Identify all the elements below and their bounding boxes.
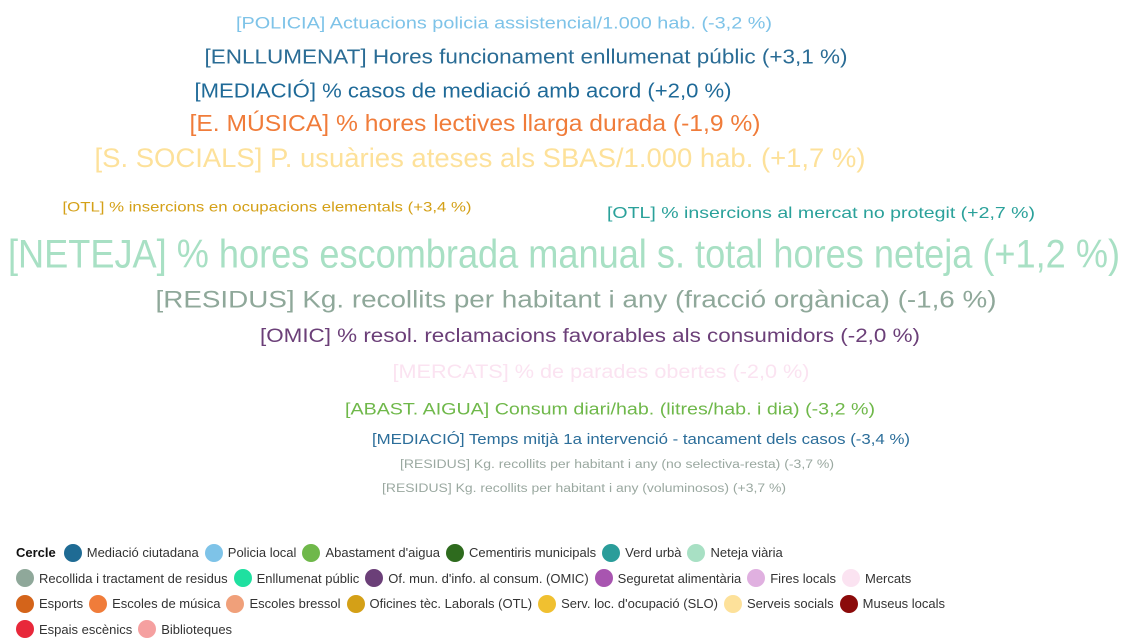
- legend-row: Espais escènics Biblioteques: [16, 617, 1116, 642]
- word: [MEDIACIÓ] % casos de mediació amb acord…: [195, 79, 732, 102]
- legend-swatch: [840, 595, 858, 613]
- legend-label: Museus locals: [863, 596, 945, 611]
- legend-label: Verd urbà: [625, 545, 681, 560]
- legend-label: Serveis socials: [747, 596, 834, 611]
- legend-swatch: [347, 595, 365, 613]
- legend-swatch: [747, 569, 765, 587]
- legend-label: Seguretat alimentària: [618, 571, 742, 586]
- word: [NETEJA] % hores escombrada manual s. to…: [8, 233, 1120, 277]
- word: [ABAST. AIGUA] Consum diari/hab. (litres…: [345, 399, 875, 418]
- legend-label: Oficines tèc. Laborals (OTL): [370, 596, 533, 611]
- legend-item: Esports: [16, 595, 83, 613]
- legend-label: Of. mun. d'info. al consum. (OMIC): [388, 571, 588, 586]
- word: [OMIC] % resol. reclamacions favorables …: [260, 326, 920, 347]
- legend-swatch: [602, 544, 620, 562]
- legend-label: Enllumenat públic: [257, 571, 360, 586]
- legend-swatch: [446, 544, 464, 562]
- word: [MEDIACIÓ] Temps mitjà 1a intervenció - …: [372, 431, 910, 448]
- legend-label: Policia local: [228, 545, 297, 560]
- legend-item: Recollida i tractament de residus: [16, 569, 228, 587]
- legend-swatch: [16, 595, 34, 613]
- legend-title: Cercle: [16, 545, 56, 560]
- word: [RESIDUS] Kg. recollits per habitant i a…: [400, 459, 834, 471]
- word: [POLICIA] Actuacions policia assistencia…: [236, 13, 772, 32]
- legend-item: Of. mun. d'info. al consum. (OMIC): [365, 569, 588, 587]
- legend-item: Escoles de música: [89, 595, 220, 613]
- legend-item: Verd urbà: [602, 544, 681, 562]
- legend-swatch: [538, 595, 556, 613]
- legend-item: Policia local: [205, 544, 297, 562]
- word: [MERCATS] % de parades obertes (-2,0 %): [393, 362, 810, 383]
- word: [ENLLUMENAT] Hores funcionament enllumen…: [205, 46, 848, 68]
- word: [E. MÚSICA] % hores lectives llarga dura…: [190, 110, 761, 136]
- legend-swatch: [16, 569, 34, 587]
- legend-swatch: [302, 544, 320, 562]
- legend-swatch: [138, 620, 156, 638]
- legend-label: Escoles bressol: [249, 596, 340, 611]
- legend-swatch: [89, 595, 107, 613]
- legend-label: Serv. loc. d'ocupació (SLO): [561, 596, 718, 611]
- legend-label: Cementiris municipals: [469, 545, 596, 560]
- legend-row: Recollida i tractament de residus Enllume…: [16, 566, 1116, 592]
- legend-swatch: [64, 544, 82, 562]
- legend-label: Escoles de música: [112, 596, 220, 611]
- legend-row: Cercle Mediació ciutadana Policia local Aba…: [16, 540, 1116, 566]
- legend-item: Enllumenat públic: [234, 569, 360, 587]
- legend-item: Seguretat alimentària: [595, 569, 742, 587]
- legend-item: Biblioteques: [138, 620, 232, 638]
- legend-swatch: [205, 544, 223, 562]
- legend-item: Cementiris municipals: [446, 544, 596, 562]
- legend-swatch: [365, 569, 383, 587]
- legend-swatch: [724, 595, 742, 613]
- legend-label: Abastament d'aigua: [325, 545, 440, 560]
- legend: Cercle Mediació ciutadana Policia local Aba…: [16, 540, 1116, 642]
- word-cloud: [POLICIA] Actuacions policia assistencia…: [0, 0, 1127, 520]
- word: [OTL] % insercions en ocupacions element…: [63, 199, 472, 215]
- word: [RESIDUS] Kg. recollits per habitant i a…: [382, 483, 786, 495]
- legend-row: Esports Escoles de música Escoles bressol O…: [16, 591, 1116, 617]
- word: [RESIDUS] Kg. recollits per habitant i a…: [156, 286, 997, 313]
- legend-item: Escoles bressol: [226, 595, 340, 613]
- legend-item: Serv. loc. d'ocupació (SLO): [538, 595, 718, 613]
- legend-swatch: [687, 544, 705, 562]
- legend-item: Museus locals: [840, 595, 945, 613]
- legend-item: Serveis socials: [724, 595, 834, 613]
- legend-swatch: [16, 620, 34, 638]
- legend-item: Oficines tèc. Laborals (OTL): [347, 595, 533, 613]
- legend-item: Neteja viària: [687, 544, 782, 562]
- legend-item: Espais escènics: [16, 620, 132, 638]
- legend-label: Biblioteques: [161, 622, 232, 637]
- legend-swatch: [842, 569, 860, 587]
- word: [OTL] % insercions al mercat no protegit…: [607, 205, 1035, 222]
- legend-swatch: [234, 569, 252, 587]
- legend-item: Abastament d'aigua: [302, 544, 440, 562]
- legend-label: Neteja viària: [710, 545, 782, 560]
- legend-label: Fires locals: [770, 571, 836, 586]
- legend-swatch: [595, 569, 613, 587]
- legend-label: Esports: [39, 596, 83, 611]
- legend-item: Mercats: [842, 569, 911, 587]
- legend-label: Mediació ciutadana: [87, 545, 199, 560]
- word: [S. SOCIALS] P. usuàries ateses als SBAS…: [95, 143, 866, 173]
- legend-item: Mediació ciutadana: [64, 544, 199, 562]
- legend-label: Mercats: [865, 571, 911, 586]
- legend-label: Recollida i tractament de residus: [39, 571, 228, 586]
- legend-item: Fires locals: [747, 569, 836, 587]
- legend-swatch: [226, 595, 244, 613]
- legend-label: Espais escènics: [39, 622, 132, 637]
